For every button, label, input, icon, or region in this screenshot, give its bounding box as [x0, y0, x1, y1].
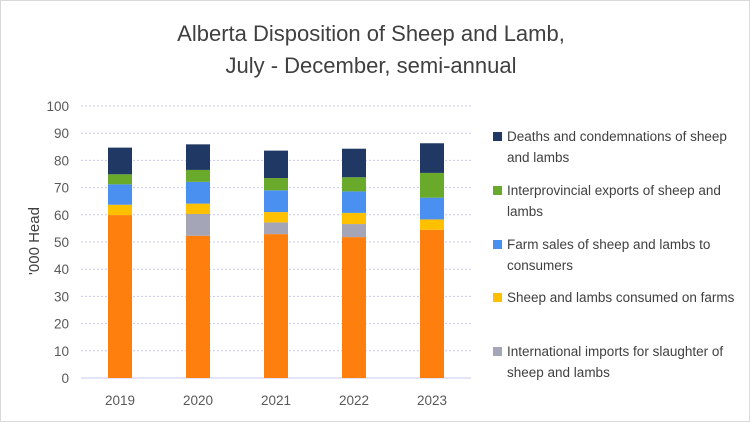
legend-label: Sheep and lambs consumed on farms: [507, 290, 735, 305]
legend-swatch: [493, 293, 502, 302]
bar-segment: [420, 229, 444, 378]
legend-swatch: [493, 347, 502, 356]
bar-segment: [108, 174, 132, 185]
bar-segment: [186, 181, 210, 204]
bar-segment: [108, 184, 132, 205]
bar-segment: [420, 219, 444, 230]
legend-label: International imports for slaughter of s…: [507, 344, 724, 380]
bar-segment: [186, 203, 210, 214]
bar-segment: [186, 144, 210, 170]
y-tick-label: 30: [54, 289, 69, 304]
legend-swatch: [493, 240, 502, 249]
bar-segment: [264, 150, 288, 179]
y-tick-label: 10: [54, 344, 69, 359]
y-tick-label: 90: [54, 126, 69, 141]
x-tick-label: 2021: [261, 393, 291, 408]
bar-segment: [264, 234, 288, 378]
y-tick-label: 50: [54, 235, 69, 250]
bar-segment: [420, 197, 444, 220]
bar-segment: [420, 143, 444, 173]
legend-label: Interprovincial exports of sheep and lam…: [507, 183, 721, 219]
legend-label: Deaths and condemnations of sheep and la…: [507, 129, 727, 165]
bar-segment: [186, 235, 210, 378]
bar-segment: [186, 169, 210, 182]
y-tick-label: 60: [54, 208, 69, 223]
y-tick-label: 0: [61, 371, 69, 386]
bar-segment: [108, 147, 132, 175]
bar-segment: [342, 224, 366, 238]
y-axis-label: '000 Head: [26, 207, 43, 275]
bar-segment: [264, 212, 288, 223]
x-tick-label: 2020: [183, 393, 213, 408]
y-tick-label: 40: [54, 262, 69, 277]
bar-segment: [342, 237, 366, 378]
bar-segment: [108, 204, 132, 216]
bar-segment: [342, 148, 366, 178]
bar-segment: [342, 212, 366, 225]
bar-segment: [264, 222, 288, 235]
chart-title: Alberta Disposition of Sheep and Lamb,: [177, 21, 565, 46]
bar-segment: [264, 190, 288, 213]
y-tick-label: 20: [54, 317, 69, 332]
x-tick-label: 2019: [105, 393, 135, 408]
y-tick-label: 80: [54, 153, 69, 168]
legend-swatch: [493, 186, 502, 195]
legend-swatch: [493, 132, 502, 141]
y-tick-label: 100: [46, 99, 69, 114]
x-tick-label: 2023: [417, 393, 447, 408]
bar-segment: [342, 191, 366, 213]
bar-segment: [108, 215, 132, 378]
bar-segment: [264, 178, 288, 191]
x-tick-label: 2022: [339, 393, 369, 408]
bar-segment: [186, 213, 210, 236]
y-tick-label: 70: [54, 181, 69, 196]
bar-segment: [342, 177, 366, 192]
chart-subtitle: July - December, semi-annual: [225, 53, 517, 78]
legend-label: Farm sales of sheep and lambs to consume…: [507, 237, 711, 273]
bar-segment: [420, 172, 444, 198]
